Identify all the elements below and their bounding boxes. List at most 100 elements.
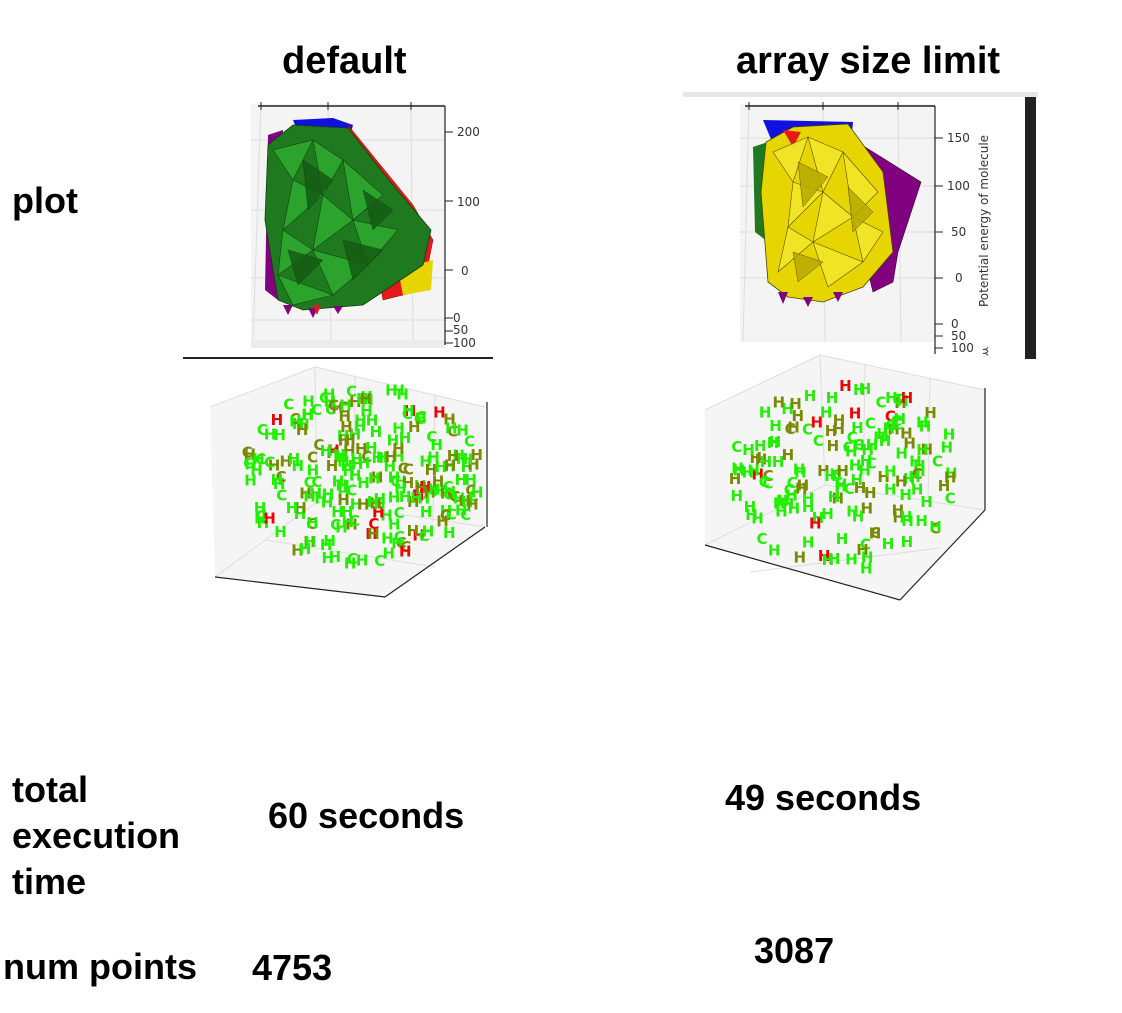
atom-label: H [733, 461, 746, 479]
atom-label: C [762, 474, 773, 492]
atom-label: H [373, 495, 386, 513]
atom-label: C [242, 444, 253, 462]
atom-label: H [827, 437, 840, 455]
atom-label: H [367, 525, 380, 543]
atom-label: H [466, 496, 479, 514]
atom-label: H [372, 504, 385, 522]
atom-label: C [932, 452, 943, 470]
atom-label: H [453, 489, 466, 507]
atom-label: H [820, 404, 833, 422]
atom-label: H [777, 492, 790, 510]
atom-label: H [436, 512, 449, 530]
atom-label: H [335, 448, 348, 466]
atom-label: H [257, 514, 270, 532]
atom-label: H [337, 427, 350, 445]
atom-label: C [892, 391, 903, 409]
atom-label: C [460, 506, 471, 524]
atom-label: H [302, 406, 315, 424]
atom-label: H [804, 387, 817, 405]
atom-label: H [331, 503, 344, 521]
atom-label: H [414, 409, 427, 427]
atom-label: C [374, 552, 385, 570]
atom-label: C [398, 460, 409, 478]
atom-label: H [422, 523, 435, 541]
atom-label: C [330, 516, 341, 534]
atom-label: H [767, 434, 780, 452]
atom-label: C [757, 530, 768, 548]
atom-label: H [832, 490, 845, 508]
atom-label: C [443, 486, 454, 504]
atom-label: H [751, 509, 764, 527]
atom-label: H [861, 500, 874, 518]
atom-label: H [785, 487, 798, 505]
atom-label: H [359, 390, 372, 408]
atom-label: H [407, 493, 420, 511]
atom-label: C [447, 423, 458, 441]
atom-label: H [433, 403, 446, 421]
atom-label: H [361, 391, 374, 409]
atom-label: C [403, 461, 414, 479]
atom-label: H [345, 515, 358, 533]
atom-label: H [830, 465, 843, 483]
atom-label: H [268, 457, 281, 475]
atom-label: H [430, 436, 443, 454]
atom-label: H [321, 494, 334, 512]
atom-label: H [833, 420, 846, 438]
atom-label: H [341, 503, 354, 521]
atom-label: H [884, 481, 897, 499]
z-axis-label: Potential energy of molecule [977, 135, 991, 307]
atom-label: H [274, 523, 287, 541]
z-tick-100: 100 [457, 195, 480, 209]
atom-label: H [391, 535, 404, 553]
atom-label: H [745, 506, 758, 524]
atom-label: H [845, 442, 858, 460]
atom-label: H [337, 452, 350, 470]
atom-label: H [731, 460, 744, 478]
atom-label: H [414, 477, 427, 495]
atom-label: C [465, 482, 476, 500]
atom-label: H [297, 416, 310, 434]
atom-label: C [813, 432, 824, 450]
atom-label: C [325, 401, 336, 419]
atom-label: H [742, 441, 755, 459]
atom-label: C [414, 410, 425, 428]
atom-label: C [844, 480, 855, 498]
atom-label: H [244, 446, 257, 464]
atom-label: H [372, 449, 385, 467]
atom-label: H [354, 417, 367, 435]
atom-label: C [870, 524, 881, 542]
atom-label: H [833, 412, 846, 430]
atom-label: H [862, 441, 875, 459]
atom-label: H [304, 533, 317, 551]
atom-label: C [276, 487, 287, 505]
atom-label: H [320, 536, 333, 554]
atom-label: H [456, 422, 469, 440]
atom-label: H [903, 470, 916, 488]
array-num-points: 3087 [754, 930, 835, 971]
atom-label: H [787, 419, 800, 437]
atom-label: H [773, 495, 786, 513]
atom-label: H [399, 429, 412, 447]
atom-label: C [390, 472, 401, 490]
default-execution-time: 60 seconds [268, 795, 465, 836]
atom-label: C [945, 490, 956, 508]
atom-label: H [781, 400, 794, 418]
atom-label: H [792, 407, 805, 425]
atom-label: H [339, 397, 352, 415]
atom-label: H [323, 532, 336, 550]
atom-label: H [869, 524, 882, 542]
atom-label: H [909, 453, 922, 471]
atom-label: H [896, 392, 909, 410]
atom-label: H [836, 530, 849, 548]
atom-label: C [763, 467, 774, 485]
atom-label: H [264, 426, 277, 444]
atom-label: H [828, 550, 841, 568]
row-label-total-execution-time: total execution time [12, 767, 180, 905]
y-tick-100: 100 [453, 336, 476, 350]
atom-label: H [444, 483, 457, 501]
atom-label: H [445, 420, 458, 438]
default-atom-cluster: HHCHHCHHHHHHHHCHCHCHHHCHHHHHHHHCHHHHCHCH… [242, 382, 484, 573]
atom-label: H [802, 498, 815, 516]
atom-label: H [824, 467, 837, 485]
atom-label: H [435, 458, 448, 476]
